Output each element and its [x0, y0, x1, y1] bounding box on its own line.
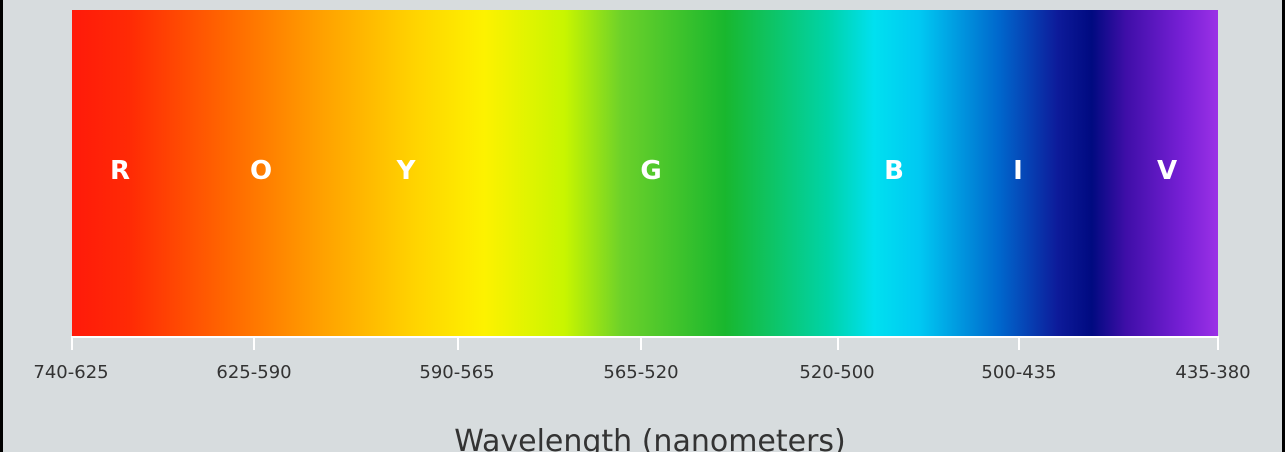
wavelength-axis-line [72, 336, 1219, 338]
band-letter-violet: V [1156, 156, 1178, 186]
axis-tick [640, 336, 642, 350]
range-label-blue: 520-500 [799, 362, 875, 383]
range-label-green: 565-520 [603, 362, 679, 383]
axis-tick [837, 336, 839, 350]
band-letter-indigo: I [1013, 156, 1023, 186]
band-letter-green: G [640, 156, 662, 186]
axis-tick [1018, 336, 1020, 350]
visible-spectrum-gradient [72, 10, 1218, 336]
axis-tick [1217, 336, 1219, 350]
axis-tick [457, 336, 459, 350]
axis-tick [71, 336, 73, 350]
band-letter-red: R [109, 156, 131, 186]
band-letter-orange: O [249, 156, 273, 186]
range-label-violet: 435-380 [1175, 362, 1251, 383]
range-label-orange: 625-590 [216, 362, 292, 383]
band-letter-blue: B [884, 156, 904, 186]
band-letter-yellow: Y [396, 156, 416, 186]
axis-title: Wavelength (nanometers) [454, 424, 846, 452]
range-label-yellow: 590-565 [419, 362, 495, 383]
range-label-red: 740-625 [33, 362, 109, 383]
axis-tick [253, 336, 255, 350]
frame-right-border [1282, 0, 1285, 452]
range-label-indigo: 500-435 [981, 362, 1057, 383]
frame-left-border [0, 0, 3, 452]
